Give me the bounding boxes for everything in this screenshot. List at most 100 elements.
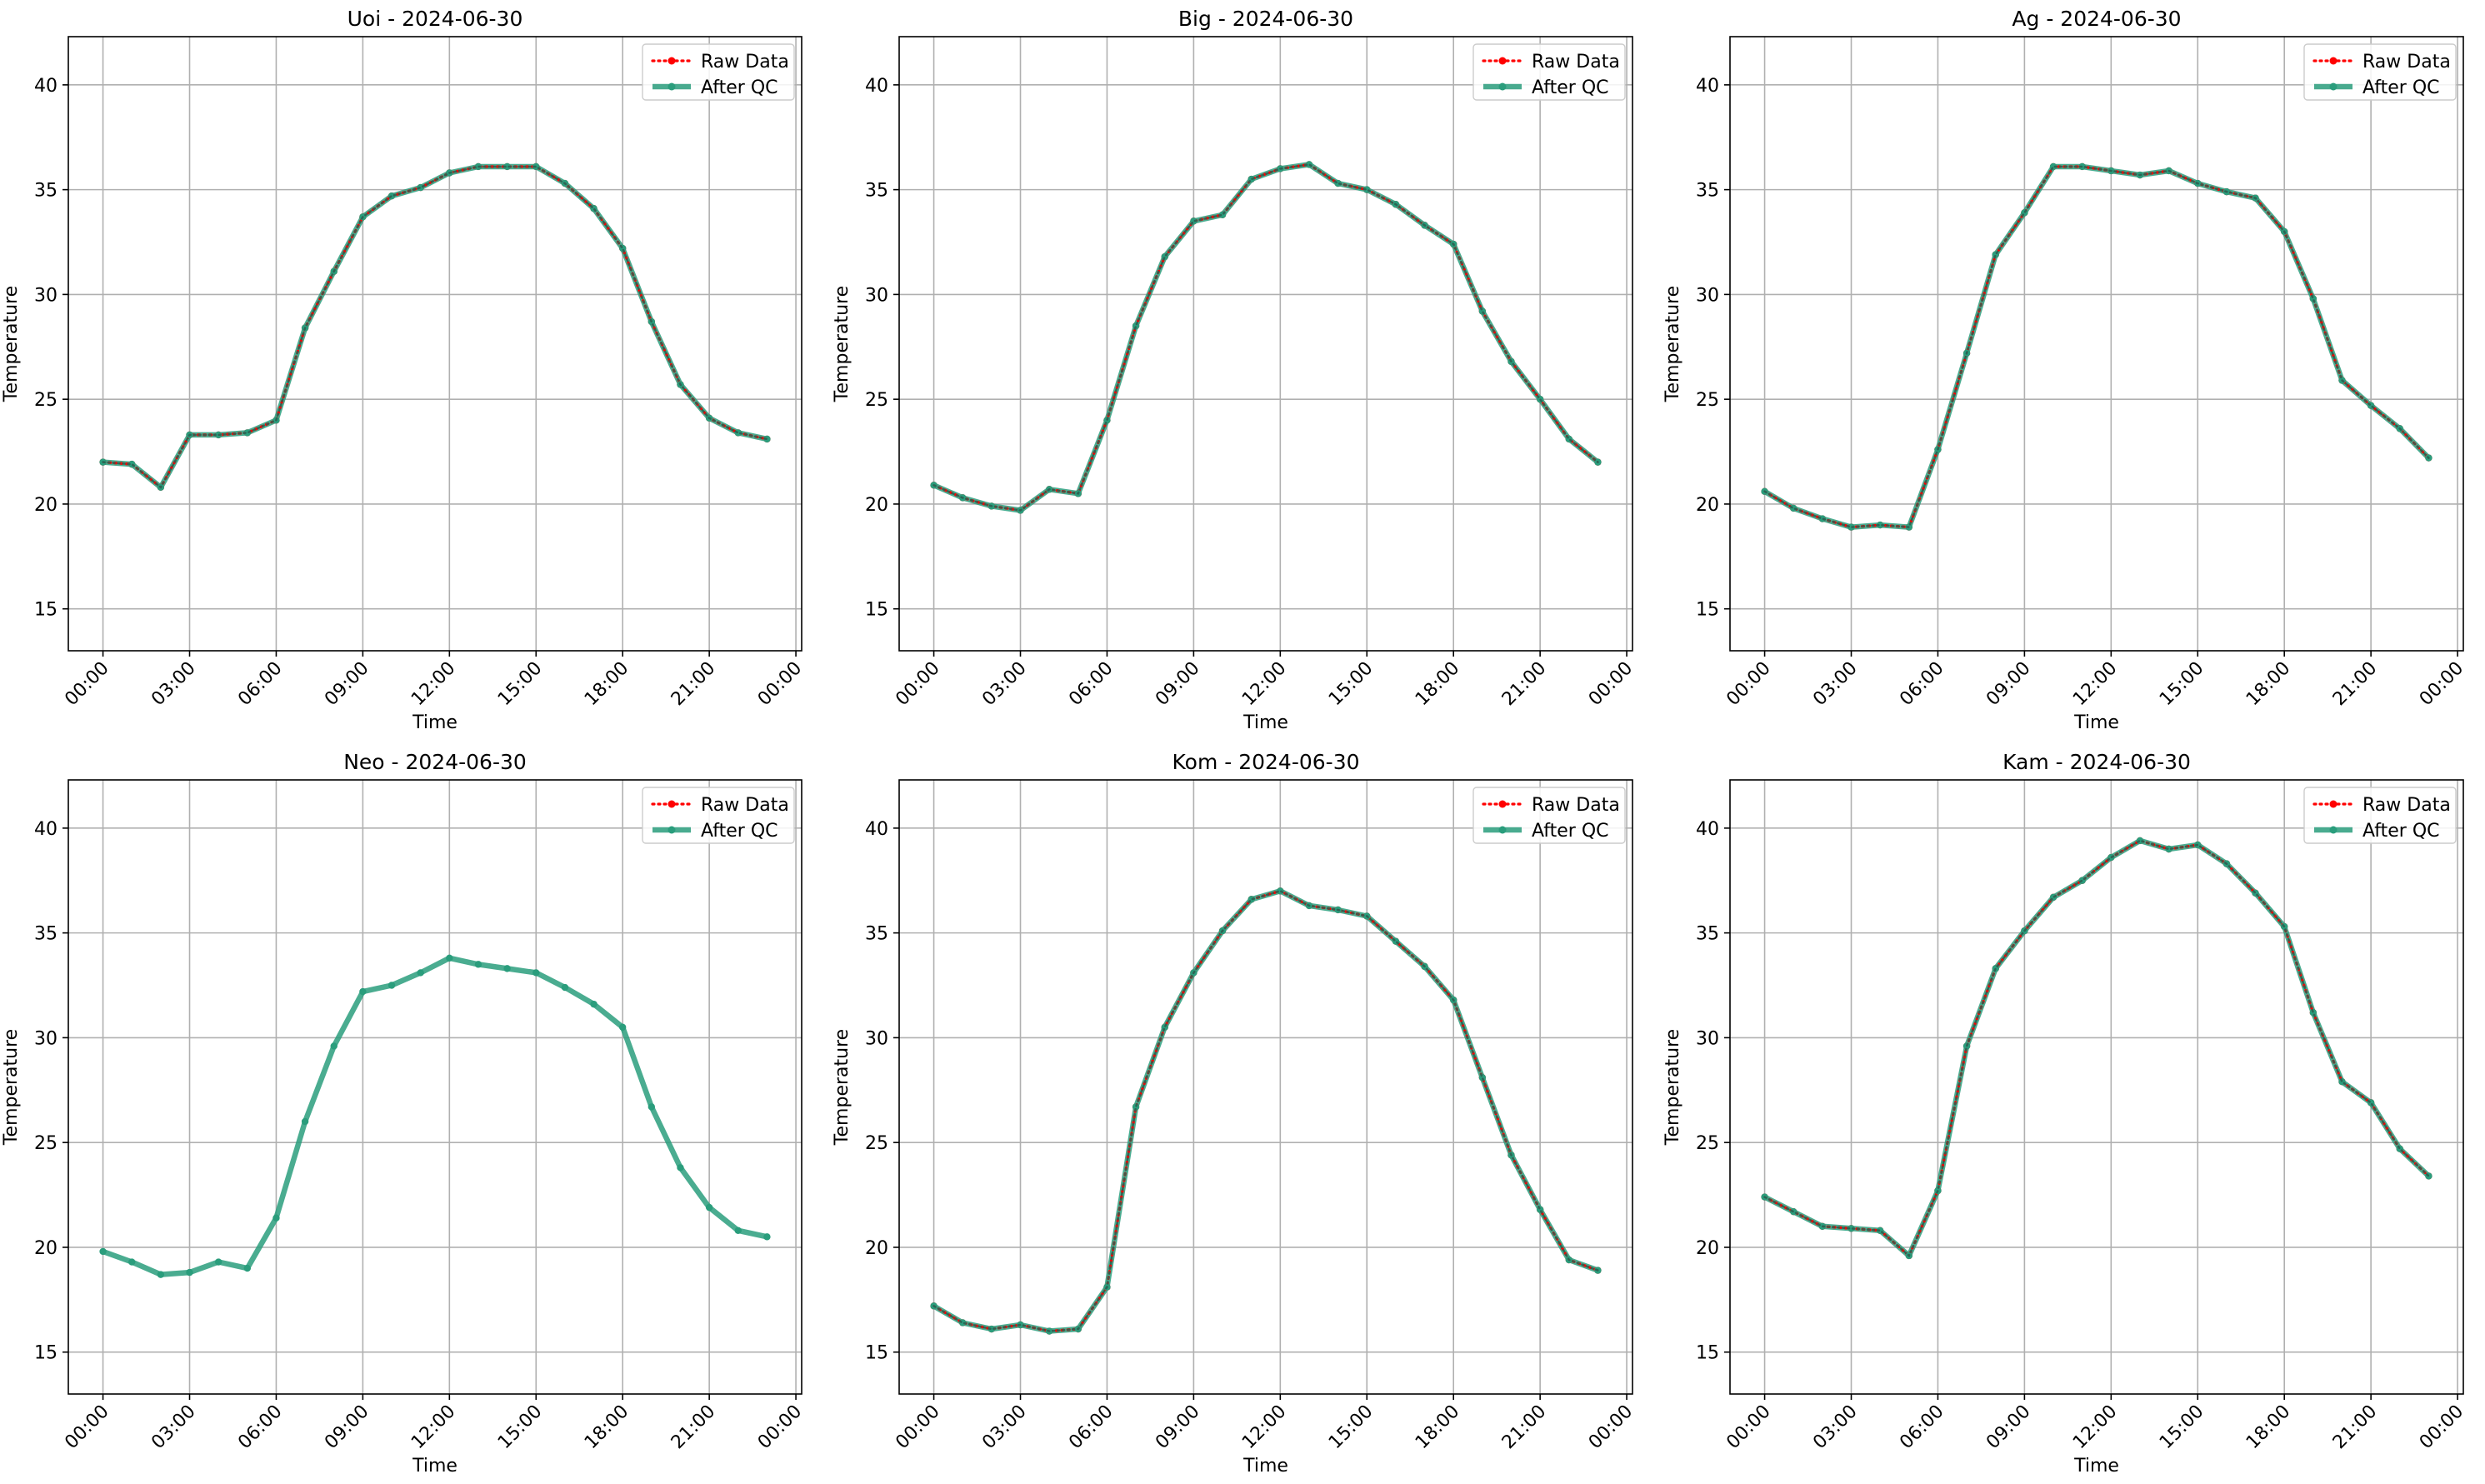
chart-panel: 15 20 25 30 35 40 00:00 03:00 06:00 09:00 12:00 15:…: [1662, 7, 2468, 733]
x-tick-label: 00:00: [892, 1402, 944, 1454]
axes-frame: [1729, 36, 2464, 652]
after-qc-point: [214, 1258, 222, 1266]
y-axis-label: Temperature: [1, 286, 22, 402]
x-tick-label: 12:00: [2069, 1402, 2122, 1454]
x-tick-label: 15:00: [2156, 658, 2208, 711]
y-tick-label: 40: [865, 76, 888, 97]
x-tick-label: 00:00: [892, 658, 944, 711]
after-qc-point: [301, 1117, 309, 1126]
legend-qc-label: After QC: [2362, 821, 2440, 842]
y-tick-label: 35: [34, 181, 58, 202]
y-tick-label: 15: [34, 1343, 58, 1364]
legend-qc-label: After QC: [1532, 77, 1609, 98]
x-tick-label: 00:00: [2416, 658, 2468, 711]
x-tick-label: 09:00: [1152, 658, 1204, 711]
after-qc-point: [474, 961, 482, 968]
x-tick-label: 12:00: [1238, 658, 1291, 711]
y-tick-label: 40: [34, 76, 58, 97]
y-tick-label: 20: [34, 495, 58, 516]
legend: Raw Data After QC: [642, 787, 795, 844]
x-tick-label: 00:00: [1585, 658, 1638, 711]
chart-panel: 15 20 25 30 35 40 00:00 03:00 06:00 09:00 12:00 15:…: [832, 750, 1637, 1477]
after-qc-point: [99, 1247, 107, 1256]
legend-qc-marker: [2329, 826, 2338, 834]
x-tick-label: 18:00: [1412, 1402, 1464, 1454]
axes-frame: [1729, 779, 2464, 1395]
after-qc-point: [705, 1203, 713, 1212]
y-tick-label: 20: [1696, 1238, 1719, 1259]
legend: Raw Data After QC: [1472, 43, 1626, 101]
chart-title: Uoi - 2024-06-30: [348, 7, 523, 31]
x-tick-label: 15:00: [494, 1402, 547, 1454]
x-tick-label: 12:00: [2069, 658, 2122, 711]
legend: Raw Data After QC: [2303, 43, 2457, 101]
after-qc-point: [532, 969, 540, 977]
y-axis-label: Temperature: [1662, 1029, 1683, 1146]
chart-panel: 15 20 25 30 35 40 00:00 03:00 06:00 09:00 12:00 15:…: [1, 750, 806, 1477]
after-qc-point: [446, 954, 453, 962]
plot-area: [1730, 37, 2463, 651]
x-tick-label: 12:00: [408, 1402, 460, 1454]
x-tick-label: 06:00: [1896, 658, 1948, 711]
y-tick-label: 35: [865, 181, 888, 202]
y-tick-label: 20: [865, 1238, 888, 1259]
legend-qc-marker: [1498, 82, 1507, 91]
legend: Raw Data After QC: [2303, 787, 2457, 844]
legend-qc-label: After QC: [701, 821, 778, 842]
after-qc-point: [330, 1042, 338, 1050]
legend-raw-marker: [1498, 57, 1507, 65]
after-qc-point: [359, 987, 367, 996]
y-tick-label: 35: [34, 924, 58, 945]
chart-title: Big - 2024-06-30: [1178, 7, 1353, 31]
x-tick-label: 15:00: [1325, 658, 1378, 711]
y-tick-label: 15: [1696, 1343, 1719, 1364]
axes-frame: [68, 779, 802, 1395]
after-qc-point: [677, 1164, 684, 1172]
x-tick-label: 21:00: [668, 1402, 720, 1454]
axes-frame: [898, 36, 1633, 652]
x-axis-label: Time: [1242, 712, 1288, 733]
x-axis-label: Time: [2073, 712, 2119, 733]
legend-raw-marker: [668, 800, 676, 808]
plot-area: [1730, 780, 2463, 1394]
y-tick-label: 20: [1696, 495, 1719, 516]
y-tick-label: 30: [34, 1028, 58, 1049]
y-tick-label: 25: [34, 390, 58, 411]
x-tick-label: 15:00: [494, 658, 547, 711]
x-tick-label: 00:00: [754, 658, 807, 711]
y-tick-label: 30: [865, 285, 888, 306]
x-tick-label: 00:00: [2416, 1402, 2468, 1454]
chart-title: Kam - 2024-06-30: [2002, 750, 2191, 774]
x-axis-label: Time: [412, 712, 458, 733]
plot-area: [899, 37, 1632, 651]
axes-frame: [898, 779, 1633, 1395]
after-qc-point: [988, 1325, 996, 1333]
x-tick-label: 09:00: [1982, 1402, 2035, 1454]
after-qc-point: [1848, 1225, 1855, 1232]
legend-raw-label: Raw Data: [2362, 52, 2451, 72]
x-tick-label: 03:00: [148, 658, 200, 711]
raw-data-overlay: [932, 889, 1599, 1332]
y-tick-label: 20: [34, 1238, 58, 1259]
x-tick-label: 09:00: [321, 1402, 373, 1454]
y-tick-label: 35: [1696, 181, 1719, 202]
legend-raw-marker: [2329, 57, 2338, 65]
after-qc-point: [734, 1227, 742, 1235]
after-qc-point: [243, 1264, 252, 1272]
raw-data-overlay: [1763, 839, 2430, 1258]
y-tick-label: 30: [1696, 1028, 1719, 1049]
after-qc-point: [561, 983, 569, 992]
x-tick-label: 00:00: [1585, 1402, 1638, 1454]
x-tick-label: 03:00: [148, 1402, 200, 1454]
y-tick-label: 40: [865, 819, 888, 840]
y-tick-label: 25: [865, 1133, 888, 1154]
x-tick-label: 00:00: [61, 1402, 113, 1454]
y-tick-label: 40: [34, 819, 58, 840]
after-qc-point: [590, 1000, 598, 1008]
legend: Raw Data After QC: [1472, 787, 1626, 844]
legend-qc-label: After QC: [2362, 77, 2440, 98]
after-qc-point: [503, 965, 511, 972]
after-qc-line: [100, 955, 770, 1277]
legend-qc-label: After QC: [1532, 821, 1609, 842]
